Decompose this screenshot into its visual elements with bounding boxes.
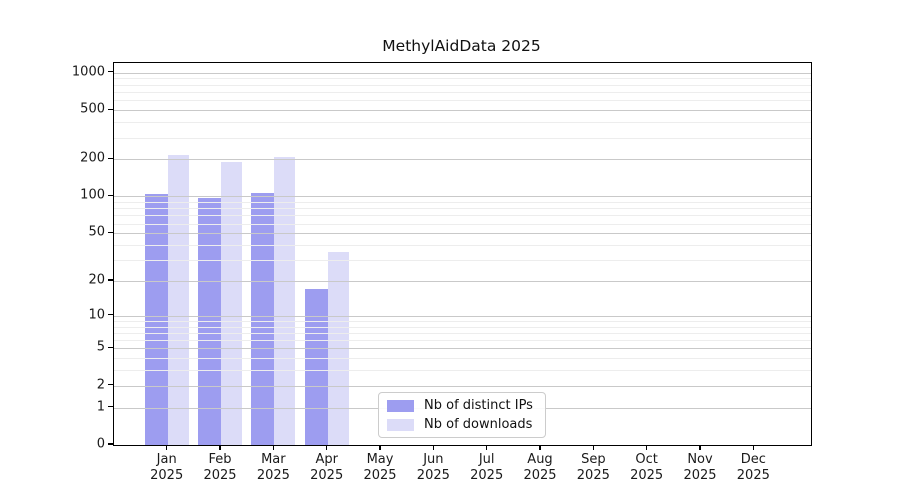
legend-row: Nb of downloads — [387, 417, 537, 432]
y-tick-label-1: 1 — [96, 399, 105, 415]
y-tick-mark — [108, 108, 113, 110]
x-tick-label-jun: Jun 2025 — [416, 452, 450, 483]
x-tick-mark — [486, 445, 488, 450]
x-tick-mark — [219, 445, 221, 450]
bar-nb-of-distinct-ips-feb — [198, 198, 222, 445]
legend-label: Nb of downloads — [424, 417, 533, 432]
y-tick-label-50: 50 — [88, 224, 105, 240]
x-tick-label-nov: Nov 2025 — [683, 452, 717, 483]
x-tick-label-feb: Feb 2025 — [203, 452, 237, 483]
bar-nb-of-downloads-apr — [327, 251, 349, 445]
legend-swatch — [387, 418, 414, 431]
y-tick-label-100: 100 — [80, 187, 105, 203]
bar-nb-of-downloads-feb — [221, 162, 243, 445]
x-tick-label-aug: Aug 2025 — [523, 452, 557, 483]
x-tick-label-sep: Sep 2025 — [576, 452, 610, 483]
y-tick-mark — [108, 406, 113, 408]
bar-nb-of-distinct-ips-apr — [304, 289, 328, 445]
x-tick-mark — [646, 445, 648, 450]
bar-nb-of-distinct-ips-mar — [251, 193, 275, 445]
y-tick-label-1000: 1000 — [71, 64, 105, 80]
legend-label: Nb of distinct IPs — [424, 398, 533, 413]
y-tick-mark — [108, 194, 113, 196]
x-tick-label-oct: Oct 2025 — [630, 452, 664, 483]
x-tick-mark — [379, 445, 381, 450]
x-tick-label-apr: Apr 2025 — [310, 452, 344, 483]
y-tick-mark — [108, 157, 113, 159]
y-tick-mark — [108, 279, 113, 281]
x-tick-mark — [539, 445, 541, 450]
y-tick-label-10: 10 — [88, 307, 105, 323]
y-tick-label-2: 2 — [96, 377, 105, 393]
legend-row: Nb of distinct IPs — [387, 398, 537, 413]
y-tick-label-0: 0 — [96, 436, 105, 452]
x-tick-mark — [592, 445, 594, 450]
y-tick-label-20: 20 — [88, 272, 105, 288]
x-tick-label-dec: Dec 2025 — [736, 452, 770, 483]
x-tick-mark — [752, 445, 754, 450]
bar-nb-of-downloads-jan — [167, 155, 189, 445]
y-tick-mark — [108, 384, 113, 386]
bars-layer — [114, 63, 811, 445]
legend-swatch — [387, 399, 414, 412]
chart-title: MethylAidData 2025 — [382, 37, 541, 55]
x-tick-mark — [326, 445, 328, 450]
x-tick-label-may: May 2025 — [363, 452, 397, 483]
x-tick-label-jan: Jan 2025 — [150, 452, 184, 483]
plot-area — [113, 62, 812, 446]
y-tick-mark — [108, 346, 113, 349]
x-tick-mark — [272, 445, 274, 450]
y-tick-mark — [108, 443, 113, 445]
x-tick-label-mar: Mar 2025 — [256, 452, 290, 483]
y-tick-label-5: 5 — [96, 339, 105, 355]
bar-nb-of-distinct-ips-jan — [144, 193, 168, 445]
y-tick-label-200: 200 — [80, 150, 105, 166]
x-tick-label-jul: Jul 2025 — [470, 452, 504, 483]
y-tick-mark — [108, 71, 113, 73]
y-tick-label-500: 500 — [80, 101, 105, 117]
y-tick-mark — [108, 231, 113, 233]
x-tick-mark — [166, 445, 168, 450]
x-tick-mark — [432, 445, 434, 450]
bar-nb-of-downloads-mar — [274, 157, 296, 445]
y-tick-mark — [108, 314, 113, 316]
x-tick-mark — [699, 445, 701, 450]
legend: Nb of distinct IPs Nb of downloads — [378, 392, 546, 438]
